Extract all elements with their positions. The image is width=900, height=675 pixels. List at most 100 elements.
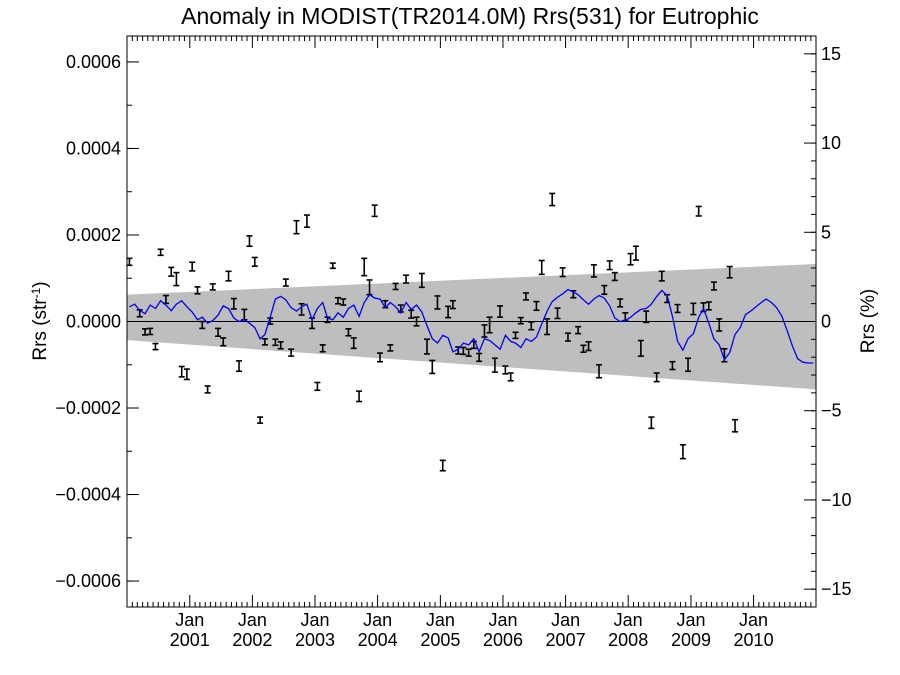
error-bar: [726, 265, 733, 279]
error-bar: [371, 204, 378, 218]
y-axis-left-label: Rrs (str-1): [29, 281, 51, 360]
error-bar: [236, 360, 243, 373]
error-bar: [658, 270, 665, 282]
error-bar: [705, 301, 712, 311]
x-tick-month-label: Jan: [739, 610, 768, 630]
error-bar: [319, 344, 326, 353]
error-bar: [522, 292, 529, 301]
error-bar: [288, 348, 295, 357]
error-bar: [298, 302, 305, 316]
error-bar: [497, 305, 504, 318]
error-bar: [617, 298, 624, 308]
x-tick-month-label: Jan: [488, 610, 517, 630]
y-right-tick-label: −15: [821, 579, 852, 599]
error-bar: [732, 418, 739, 433]
error-bar: [685, 357, 692, 373]
error-bar: [178, 365, 185, 378]
error-bar: [246, 235, 253, 248]
x-tick-year-label: 2007: [546, 630, 586, 650]
x-tick-year-label: 2008: [608, 630, 648, 650]
error-bar: [439, 459, 446, 472]
error-bar: [575, 325, 582, 335]
error-bar: [710, 281, 717, 291]
error-bar: [376, 352, 383, 363]
error-bar: [173, 271, 180, 287]
error-bar: [637, 339, 644, 357]
x-axis: Jan2001Jan2002Jan2003Jan2004Jan2005Jan20…: [126, 36, 812, 650]
error-bar: [423, 338, 430, 355]
error-bar: [257, 416, 264, 424]
error-bar: [209, 283, 216, 291]
x-tick-year-label: 2001: [170, 630, 210, 650]
error-bar: [204, 385, 211, 394]
error-bars-layer: [126, 192, 739, 472]
error-bar: [460, 346, 467, 356]
y-right-tick-label: −10: [821, 490, 852, 510]
error-bar: [648, 416, 655, 430]
x-tick-month-label: Jan: [551, 610, 580, 630]
error-bar: [627, 252, 634, 266]
x-tick-year-label: 2005: [420, 630, 460, 650]
error-bar: [199, 320, 206, 330]
x-tick-year-label: 2006: [483, 630, 523, 650]
error-bar: [674, 303, 681, 314]
error-bar: [590, 264, 597, 278]
error-bar: [486, 316, 493, 334]
error-bar: [679, 443, 686, 460]
error-bar: [350, 337, 357, 350]
error-bar: [361, 257, 368, 277]
y-tick-label: −0.0006: [55, 571, 121, 591]
chart-title: Anomaly in MODIST(TR2014.0M) Rrs(531) fo…: [181, 3, 759, 29]
x-tick-month-label: Jan: [300, 610, 329, 630]
error-bar: [418, 272, 425, 289]
error-bar: [403, 274, 410, 284]
error-bar: [334, 296, 341, 305]
error-bar: [632, 245, 639, 261]
y-right-tick-label: 10: [821, 133, 841, 153]
error-bar: [183, 368, 190, 381]
error-bar: [225, 270, 232, 282]
error-bar: [230, 297, 237, 310]
error-bar: [585, 341, 592, 352]
error-bar: [293, 219, 300, 235]
error-bar: [695, 205, 702, 217]
error-bar: [345, 328, 352, 337]
error-bar: [690, 302, 697, 316]
y-axis-left: 0.0006 0.0004 0.0002 0.0000 −0.0002 −0.0004 −0…: [55, 52, 139, 591]
x-tick-month-label: Jan: [175, 610, 204, 630]
uncertainty-band: [127, 263, 816, 390]
error-bar: [611, 271, 618, 282]
error-bar: [272, 338, 279, 347]
x-tick-month-label: Jan: [363, 610, 392, 630]
error-bar: [549, 192, 556, 207]
error-bar: [653, 372, 660, 383]
y-tick-label: 0.0006: [66, 52, 121, 72]
error-bar: [449, 299, 456, 310]
series-layer: [129, 288, 814, 364]
y-tick-label: −0.0002: [55, 398, 121, 418]
error-bar: [559, 267, 566, 278]
y-right-tick-label: 5: [821, 222, 831, 242]
error-bar: [507, 372, 514, 382]
error-bar: [476, 352, 483, 363]
error-bar: [356, 390, 363, 403]
error-bar: [491, 357, 498, 373]
error-bar: [314, 381, 321, 392]
error-bar: [512, 331, 519, 340]
error-bar: [669, 360, 676, 371]
y-right-tick-label: 15: [821, 44, 841, 64]
x-tick-month-label: Jan: [426, 610, 455, 630]
error-bar: [538, 259, 545, 276]
error-bar: [429, 359, 436, 375]
y-axis-right: 15 10 5 0 −5 −10 −15: [804, 44, 852, 599]
error-bar: [564, 332, 571, 342]
error-bar: [580, 344, 587, 354]
y-right-tick-label: 0: [821, 312, 831, 332]
error-bar: [716, 318, 723, 332]
error-bar: [601, 284, 608, 296]
error-bar: [329, 262, 336, 270]
error-bar: [282, 278, 289, 287]
error-bar: [194, 286, 201, 295]
error-bar: [445, 305, 452, 319]
error-bar: [387, 344, 394, 352]
